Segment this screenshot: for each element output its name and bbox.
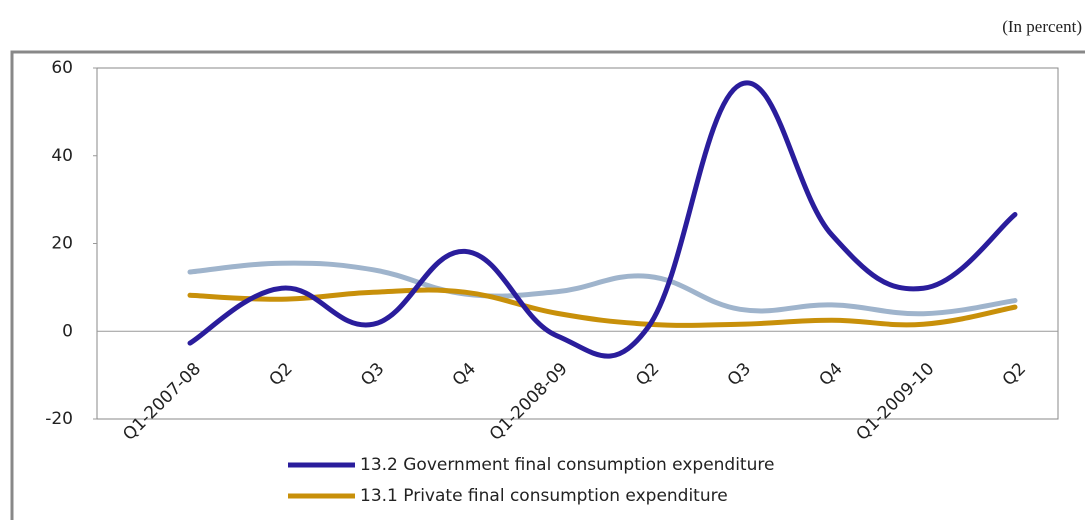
legend-label: 13.1 Private final consumption expenditu… (360, 486, 728, 506)
line-series (187, 287, 1018, 328)
x-tick-label: Q2 (265, 359, 296, 390)
x-tick-label: Q4 (815, 359, 846, 390)
x-tick-label: Q1-2009-10 (853, 359, 939, 445)
y-tick-label: 60 (51, 58, 73, 78)
legend-label: 13.2 Government final consumption expend… (360, 455, 774, 475)
line-series (187, 260, 1018, 317)
chart-frame (10, 50, 1085, 520)
x-tick-label: Q2 (999, 359, 1030, 390)
unit-note: (In percent) (1002, 17, 1082, 36)
x-tick-label: Q3 (357, 359, 388, 390)
x-tick-label: Q1-2008-09 (486, 359, 572, 445)
x-tick-label: Q3 (724, 359, 755, 390)
line-series (187, 80, 1018, 359)
plot-area (96, 67, 1059, 420)
y-tick-label: 0 (62, 321, 73, 341)
x-tick-label: Q2 (632, 359, 663, 390)
x-tick-label: Q4 (449, 359, 480, 390)
y-tick-label: -20 (45, 409, 73, 429)
x-tick-label: Q1-2007-08 (119, 359, 205, 445)
y-tick-label: 20 (51, 234, 73, 254)
y-tick-label: 40 (51, 146, 73, 166)
